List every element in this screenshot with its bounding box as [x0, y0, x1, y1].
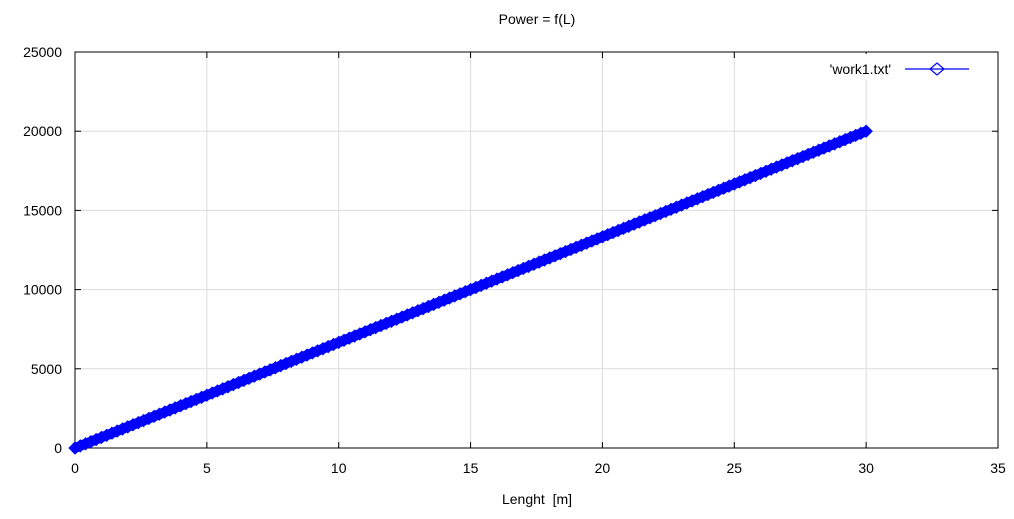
legend: 'work1.txt' [802, 54, 982, 80]
chart-title: Power = f(L) [499, 11, 576, 27]
x-tick-label-5: 25 [726, 460, 742, 476]
x-tick-label-3: 15 [463, 460, 479, 476]
x-tick-label-0: 0 [71, 460, 79, 476]
legend-marker-diamond [929, 62, 945, 76]
grid-layer [75, 52, 998, 448]
legend-mask [802, 54, 982, 80]
x-tick-label-1: 5 [203, 460, 211, 476]
x-tick-label-7: 35 [990, 460, 1006, 476]
y-tick-label-4: 20000 [23, 123, 62, 139]
y-tick-label-2: 10000 [23, 282, 62, 298]
plot-border [74, 51, 999, 449]
legend-label: 'work1.txt' [830, 61, 891, 77]
series-layer [68, 124, 873, 455]
y-tick-label-1: 5000 [31, 361, 62, 377]
x-tick-label-4: 20 [595, 460, 611, 476]
x-tick-label-2: 10 [331, 460, 347, 476]
x-axis-label: Lenght [m] [502, 491, 572, 507]
y-tick-label-5: 25000 [23, 44, 62, 60]
y-tick-label-3: 15000 [23, 202, 62, 218]
axes-layer: 0 5 10 15 20 25 30 35 0 5000 10000 15000 20000 25000 [23, 44, 1006, 476]
x-tick-label-6: 30 [858, 460, 874, 476]
labels-layer: Power = f(L) Lenght [m] [499, 11, 576, 507]
y-tick-label-0: 0 [54, 440, 62, 456]
series-point-0-150 [859, 124, 873, 138]
